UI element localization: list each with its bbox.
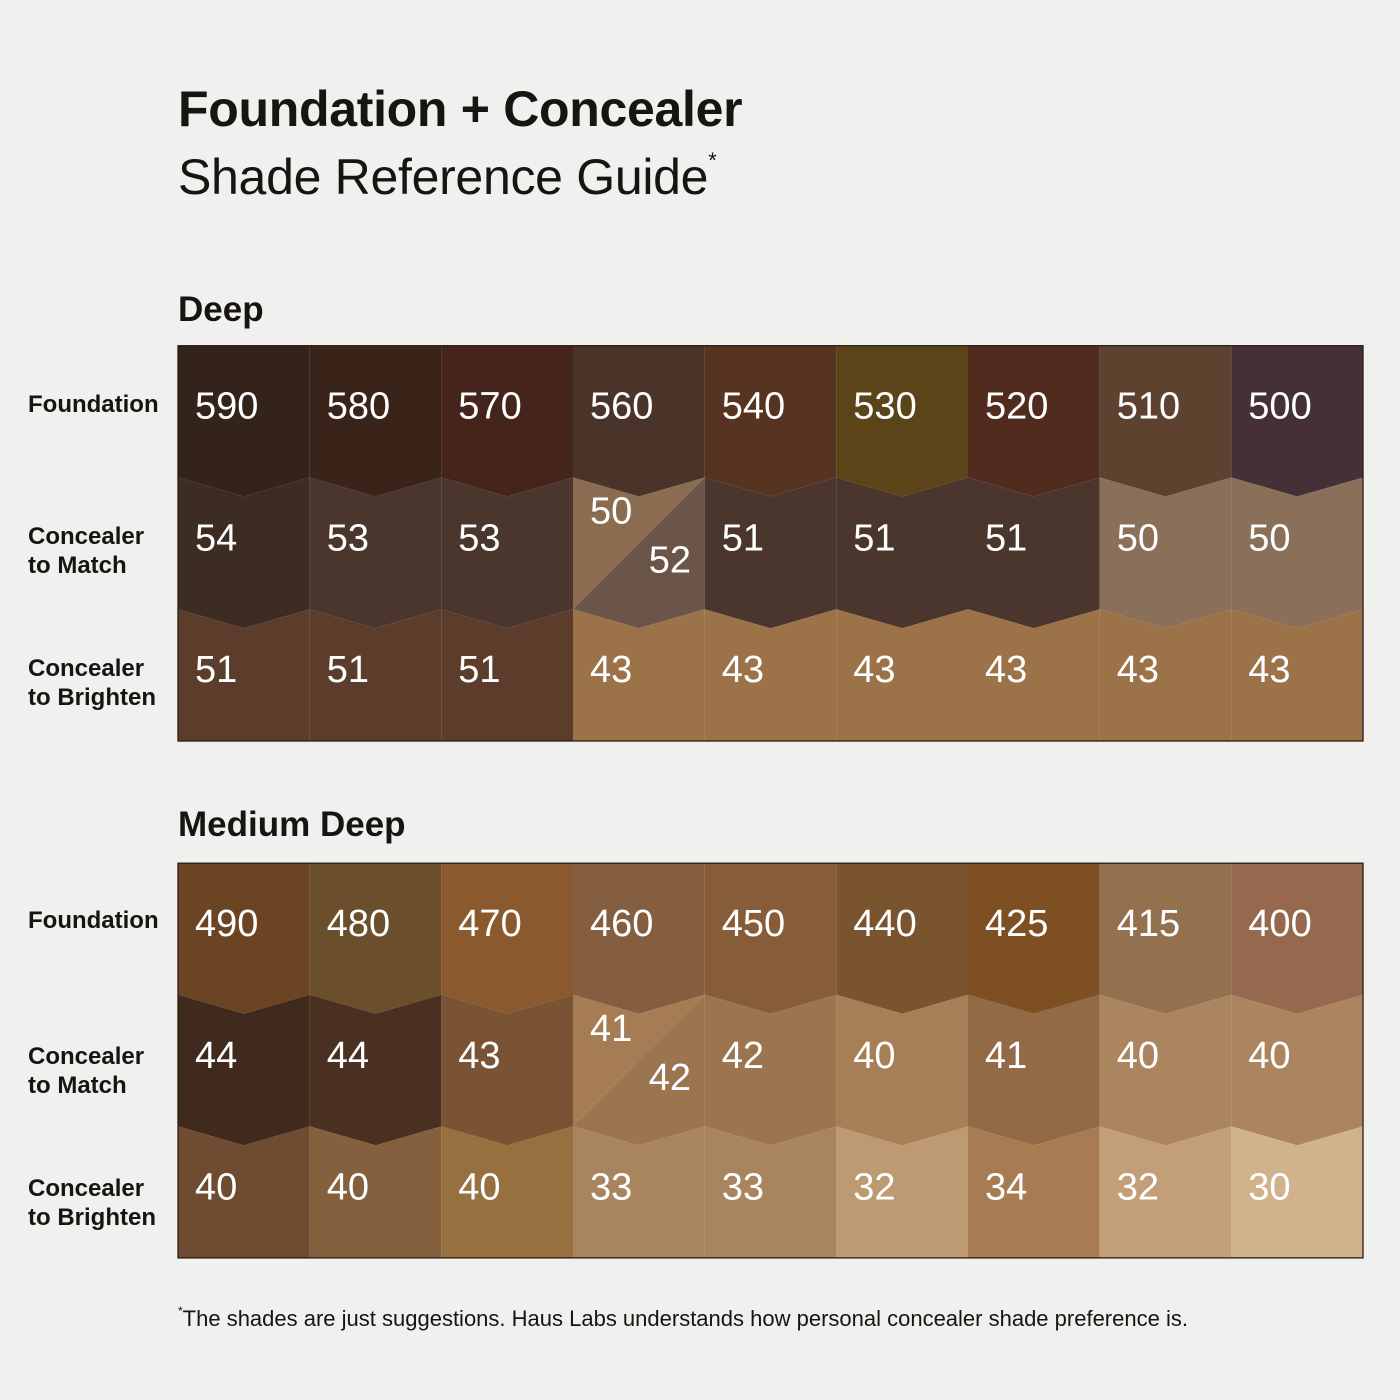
svg-text:32: 32: [853, 1166, 895, 1208]
svg-text:425: 425: [985, 903, 1048, 945]
svg-text:40: 40: [327, 1166, 369, 1208]
svg-text:440: 440: [853, 903, 916, 945]
svg-text:34: 34: [985, 1166, 1027, 1208]
svg-text:42: 42: [649, 1057, 691, 1099]
svg-text:460: 460: [590, 903, 653, 945]
svg-text:40: 40: [458, 1166, 500, 1208]
svg-text:41: 41: [590, 1008, 632, 1050]
svg-text:33: 33: [722, 1166, 764, 1208]
svg-text:480: 480: [327, 903, 390, 945]
svg-text:415: 415: [1117, 903, 1180, 945]
svg-text:44: 44: [327, 1035, 369, 1077]
svg-text:40: 40: [1117, 1035, 1159, 1077]
svg-text:450: 450: [722, 903, 785, 945]
svg-text:40: 40: [853, 1035, 895, 1077]
svg-text:32: 32: [1117, 1166, 1159, 1208]
svg-text:490: 490: [195, 903, 258, 945]
svg-text:40: 40: [1248, 1035, 1290, 1077]
svg-text:43: 43: [458, 1035, 500, 1077]
svg-text:30: 30: [1248, 1166, 1290, 1208]
svg-text:470: 470: [458, 903, 521, 945]
svg-text:41: 41: [985, 1035, 1027, 1077]
svg-text:400: 400: [1248, 903, 1311, 945]
svg-text:33: 33: [590, 1166, 632, 1208]
svg-text:40: 40: [195, 1166, 237, 1208]
svg-text:44: 44: [195, 1035, 237, 1077]
svg-text:42: 42: [722, 1035, 764, 1077]
